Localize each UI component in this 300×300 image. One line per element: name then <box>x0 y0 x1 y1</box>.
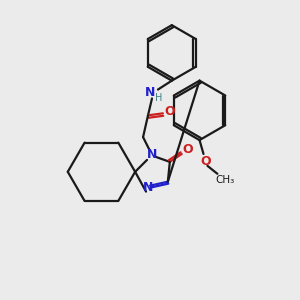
Text: O: O <box>164 105 175 118</box>
Text: N: N <box>143 181 153 194</box>
Text: O: O <box>200 155 211 168</box>
Text: CH₃: CH₃ <box>216 175 235 185</box>
Text: O: O <box>182 142 193 155</box>
Text: H: H <box>155 94 163 103</box>
Text: N: N <box>145 86 155 99</box>
Text: N: N <box>147 148 157 161</box>
